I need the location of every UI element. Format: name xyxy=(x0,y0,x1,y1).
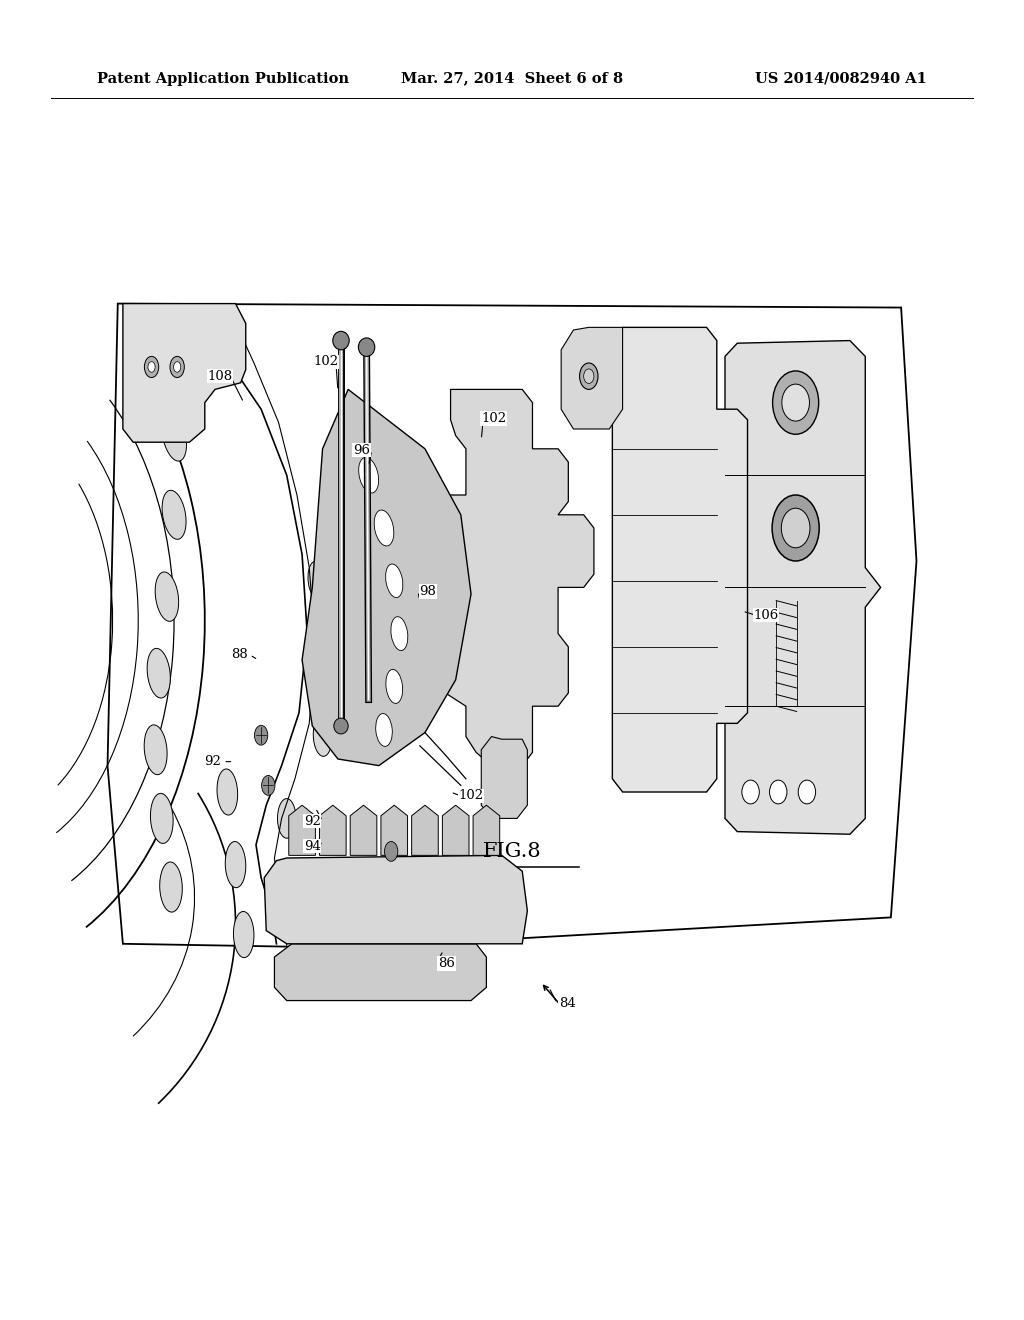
Text: 98: 98 xyxy=(420,585,436,598)
Text: 88: 88 xyxy=(231,648,248,661)
Ellipse shape xyxy=(150,335,174,385)
Polygon shape xyxy=(725,341,881,834)
Ellipse shape xyxy=(386,564,402,598)
Text: 92: 92 xyxy=(304,814,321,828)
Ellipse shape xyxy=(358,457,379,494)
Ellipse shape xyxy=(580,363,598,389)
Ellipse shape xyxy=(584,370,594,383)
Ellipse shape xyxy=(308,561,327,601)
Ellipse shape xyxy=(144,356,159,378)
Text: US 2014/0082940 A1: US 2014/0082940 A1 xyxy=(755,71,927,86)
Polygon shape xyxy=(612,327,748,792)
Ellipse shape xyxy=(334,718,348,734)
Ellipse shape xyxy=(147,648,170,698)
Ellipse shape xyxy=(225,842,246,887)
Polygon shape xyxy=(264,855,527,944)
Ellipse shape xyxy=(770,780,786,804)
Ellipse shape xyxy=(376,714,392,746)
Text: 108: 108 xyxy=(208,370,232,383)
Ellipse shape xyxy=(254,726,268,744)
Ellipse shape xyxy=(391,616,408,651)
Text: 102: 102 xyxy=(481,412,506,425)
Ellipse shape xyxy=(147,362,156,372)
Polygon shape xyxy=(108,304,916,948)
Polygon shape xyxy=(289,805,315,855)
Ellipse shape xyxy=(278,799,296,838)
Ellipse shape xyxy=(741,780,759,804)
Ellipse shape xyxy=(151,793,173,843)
Ellipse shape xyxy=(384,842,397,861)
Text: 96: 96 xyxy=(353,444,370,457)
Polygon shape xyxy=(412,805,438,855)
Ellipse shape xyxy=(799,780,815,804)
Ellipse shape xyxy=(308,640,327,680)
Polygon shape xyxy=(435,389,594,766)
Ellipse shape xyxy=(773,371,819,434)
Text: 86: 86 xyxy=(438,957,455,970)
Ellipse shape xyxy=(333,331,349,350)
Ellipse shape xyxy=(262,776,274,795)
Polygon shape xyxy=(481,737,527,818)
Ellipse shape xyxy=(358,338,375,356)
Ellipse shape xyxy=(313,717,332,756)
Text: Patent Application Publication: Patent Application Publication xyxy=(97,71,349,86)
Ellipse shape xyxy=(288,865,306,904)
Text: 94: 94 xyxy=(304,840,321,853)
Ellipse shape xyxy=(217,770,238,814)
Text: FIG.8: FIG.8 xyxy=(482,842,542,861)
Text: 102: 102 xyxy=(459,789,483,803)
Polygon shape xyxy=(274,944,486,1001)
Polygon shape xyxy=(319,805,346,855)
Polygon shape xyxy=(123,304,246,442)
Ellipse shape xyxy=(173,362,180,372)
Ellipse shape xyxy=(160,862,182,912)
Polygon shape xyxy=(561,327,623,429)
Text: 102: 102 xyxy=(313,355,338,368)
Ellipse shape xyxy=(170,356,184,378)
Text: 84: 84 xyxy=(559,997,575,1010)
Text: Mar. 27, 2014  Sheet 6 of 8: Mar. 27, 2014 Sheet 6 of 8 xyxy=(401,71,623,86)
Ellipse shape xyxy=(781,508,810,548)
Ellipse shape xyxy=(386,669,402,704)
Text: 92: 92 xyxy=(205,755,221,768)
Ellipse shape xyxy=(782,384,809,421)
Polygon shape xyxy=(350,805,377,855)
Ellipse shape xyxy=(374,510,394,546)
Ellipse shape xyxy=(144,725,167,775)
Ellipse shape xyxy=(162,490,186,540)
Polygon shape xyxy=(381,805,408,855)
Polygon shape xyxy=(442,805,469,855)
Ellipse shape xyxy=(162,411,186,461)
Text: 106: 106 xyxy=(754,609,778,622)
Ellipse shape xyxy=(772,495,819,561)
Polygon shape xyxy=(473,805,500,855)
Polygon shape xyxy=(302,389,471,766)
Ellipse shape xyxy=(156,572,178,622)
Ellipse shape xyxy=(233,912,254,957)
